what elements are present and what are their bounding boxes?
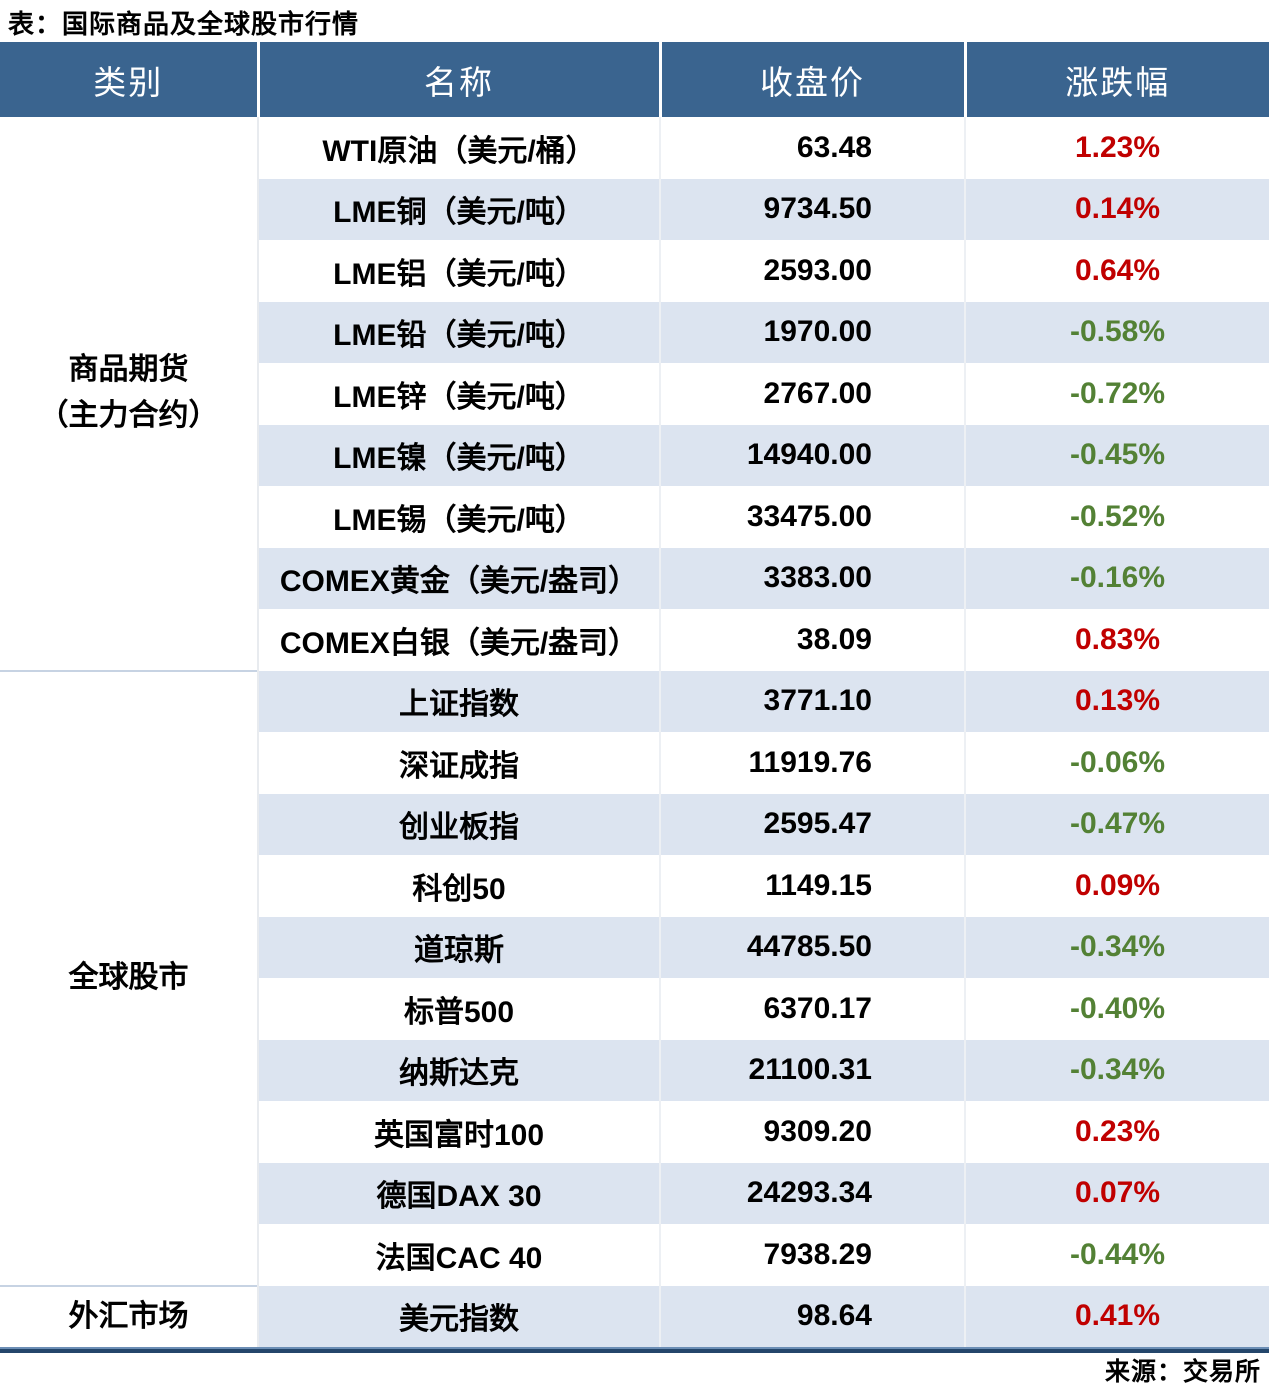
category-cell: 商品期货 （主力合约） bbox=[0, 117, 259, 671]
close-cell: 44785.50 bbox=[659, 916, 965, 978]
change-cell: 0.64% bbox=[964, 240, 1269, 302]
change-cell: 0.07% bbox=[964, 1162, 1269, 1224]
change-cell: 0.23% bbox=[964, 1101, 1269, 1163]
close-cell: 3771.10 bbox=[659, 670, 965, 732]
change-cell: -0.47% bbox=[964, 793, 1269, 855]
close-cell: 2767.00 bbox=[659, 363, 965, 425]
name-cell: 科创50 bbox=[412, 872, 506, 906]
name-cell: LME铅（美元/吨） bbox=[333, 319, 585, 353]
change-cell: 0.09% bbox=[964, 855, 1269, 917]
name-cell: LME锡（美元/吨） bbox=[333, 503, 585, 537]
close-cell: 21100.31 bbox=[659, 1039, 965, 1101]
name-cell: 创业板指 bbox=[399, 811, 519, 845]
close-cell: 1149.15 bbox=[659, 855, 965, 917]
close-cell: 3383.00 bbox=[659, 547, 965, 609]
category-label: 商品期货 bbox=[68, 352, 189, 386]
table-row: LME镍（美元/吨） 14940.00 -0.45% bbox=[0, 424, 1269, 486]
name-cell: 标普500 bbox=[403, 995, 515, 1029]
table-body: 商品期货 （主力合约） WTI原油（美元/桶） 63.48 1.23% LME铜（美元/吨… bbox=[0, 117, 1269, 1347]
name-cell: LME镍（美元/吨） bbox=[333, 442, 585, 476]
change-cell: 0.41% bbox=[964, 1285, 1269, 1347]
change-cell: 0.83% bbox=[964, 609, 1269, 671]
change-cell: -0.58% bbox=[964, 301, 1269, 363]
close-cell: 9309.20 bbox=[659, 1101, 965, 1163]
name-cell: 德国DAX 30 bbox=[376, 1180, 542, 1214]
close-cell: 63.48 bbox=[659, 117, 965, 179]
table-row: 外汇市场 美元指数 98.64 0.41% bbox=[0, 1284, 1269, 1347]
change-cell: -0.34% bbox=[964, 916, 1269, 978]
close-cell: 33475.00 bbox=[659, 486, 965, 548]
close-cell: 7938.29 bbox=[659, 1224, 965, 1286]
close-cell: 2593.00 bbox=[659, 240, 965, 302]
header-category: 类别 bbox=[0, 42, 258, 117]
header-row: 类别 名称 收盘价 涨跌幅 bbox=[0, 42, 1269, 117]
name-cell: LME锌（美元/吨） bbox=[333, 380, 585, 414]
name-cell: COMEX白银（美元/盎司） bbox=[279, 626, 639, 660]
name-cell: WTI原油（美元/桶） bbox=[322, 134, 596, 168]
name-cell: 上证指数 bbox=[399, 688, 519, 722]
name-cell: 纳斯达克 bbox=[399, 1057, 519, 1091]
name-cell: 道琼斯 bbox=[414, 934, 504, 968]
category-cell: 外汇市场 bbox=[0, 1284, 259, 1347]
change-cell: 1.23% bbox=[964, 117, 1269, 179]
change-cell: -0.16% bbox=[964, 547, 1269, 609]
name-cell: 深证成指 bbox=[399, 749, 519, 783]
name-cell: 美元指数 bbox=[399, 1303, 519, 1337]
page-title: 表：国际商品及全球股市行情 bbox=[8, 9, 360, 39]
change-cell: -0.34% bbox=[964, 1039, 1269, 1101]
close-cell: 11919.76 bbox=[659, 732, 965, 794]
name-cell: 法国CAC 40 bbox=[375, 1241, 543, 1275]
table-bottom-border bbox=[0, 1347, 1269, 1353]
name-cell: LME铜（美元/吨） bbox=[333, 196, 585, 230]
change-cell: 0.14% bbox=[964, 178, 1269, 240]
close-cell: 2595.47 bbox=[659, 793, 965, 855]
category-label: （主力合约） bbox=[38, 399, 219, 433]
change-cell: -0.06% bbox=[964, 732, 1269, 794]
close-cell: 14940.00 bbox=[659, 424, 965, 486]
close-cell: 1970.00 bbox=[659, 301, 965, 363]
change-cell: -0.52% bbox=[964, 486, 1269, 548]
close-cell: 24293.34 bbox=[659, 1162, 965, 1224]
close-cell: 9734.50 bbox=[659, 178, 965, 240]
change-cell: -0.45% bbox=[964, 424, 1269, 486]
table-row: 商品期货 （主力合约） WTI原油（美元/桶） 63.48 1.23% bbox=[0, 117, 1269, 671]
close-cell: 38.09 bbox=[659, 609, 965, 671]
category-label: 外汇市场 bbox=[68, 1299, 189, 1333]
change-cell: -0.72% bbox=[964, 363, 1269, 425]
header-name: 名称 bbox=[256, 42, 660, 117]
table-row: 全球股市 上证指数 3771.10 0.13% bbox=[0, 669, 1269, 1286]
source-note: 来源：交易所 bbox=[1104, 1358, 1261, 1386]
change-cell: 0.13% bbox=[964, 670, 1269, 732]
name-cell: LME铝（美元/吨） bbox=[333, 257, 585, 291]
change-cell: -0.44% bbox=[964, 1224, 1269, 1286]
name-cell: COMEX黄金（美元/盎司） bbox=[279, 565, 639, 599]
name-cell: 英国富时100 bbox=[373, 1118, 545, 1152]
market-quotes-table: 类别 名称 收盘价 涨跌幅 商品期货 （主力合约） WTI原油（美元/桶） 63.48… bbox=[0, 42, 1269, 1347]
close-cell: 98.64 bbox=[659, 1285, 965, 1347]
close-cell: 6370.17 bbox=[659, 978, 965, 1040]
change-cell: -0.40% bbox=[964, 978, 1269, 1040]
category-label: 全球股市 bbox=[68, 960, 189, 994]
table-row: LME铜（美元/吨） 9734.50 0.14% bbox=[0, 178, 1269, 240]
header-change-pct: 涨跌幅 bbox=[963, 42, 1269, 117]
category-cell: 全球股市 bbox=[0, 669, 259, 1286]
table-row: LME铝（美元/吨） 2593.00 0.64% bbox=[0, 240, 1269, 302]
table-header: 类别 名称 收盘价 涨跌幅 bbox=[0, 42, 1269, 117]
header-close-price: 收盘价 bbox=[658, 42, 965, 117]
